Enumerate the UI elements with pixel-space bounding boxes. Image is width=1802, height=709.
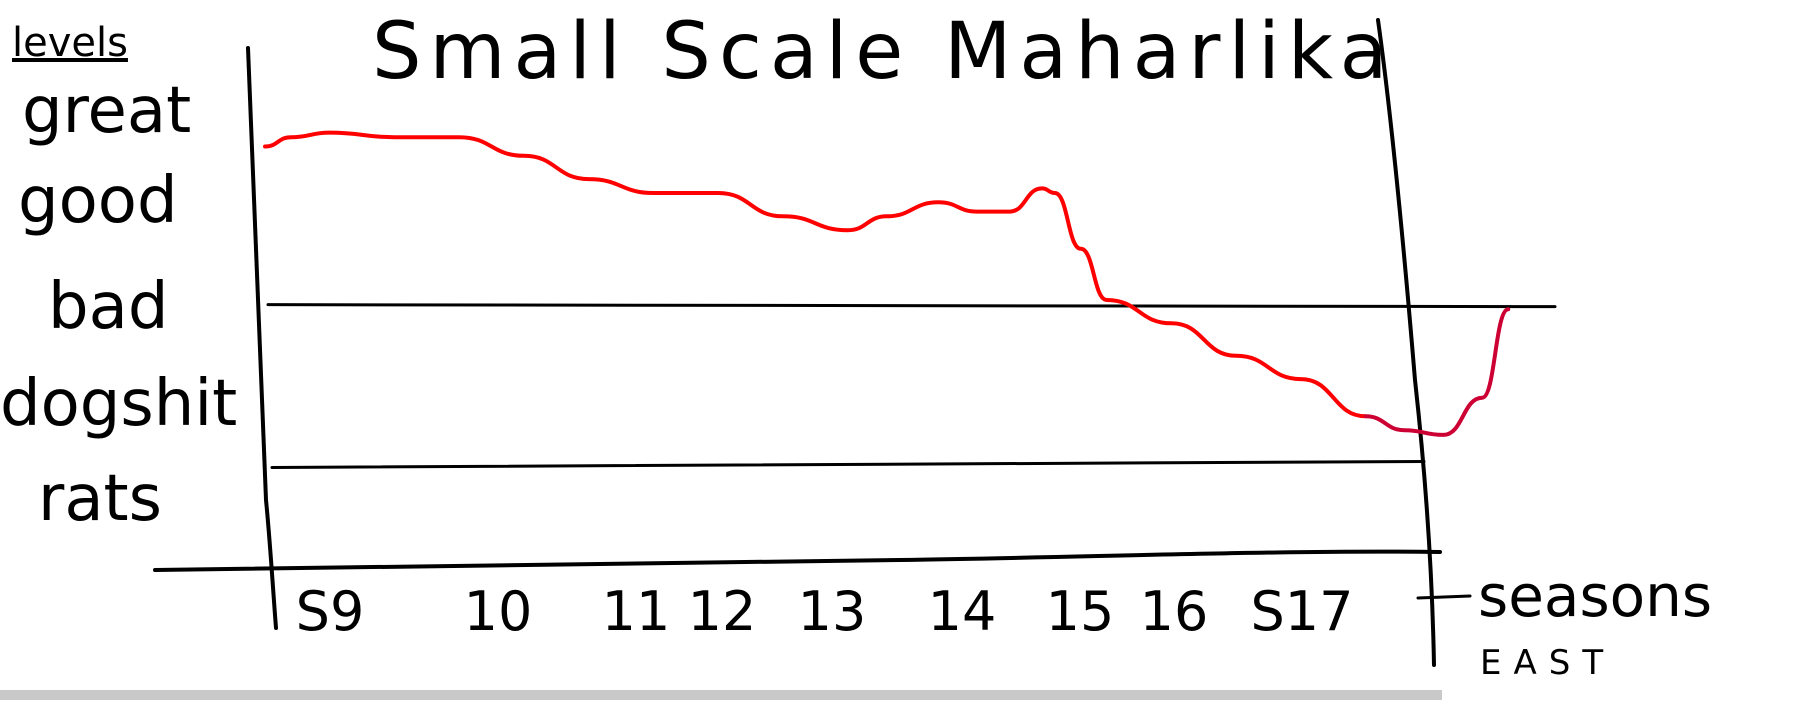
y-level-label-great: great [22, 74, 191, 148]
season-tick-mark [1416, 594, 1472, 600]
x-tick-label-14: 14 [928, 580, 997, 643]
x-tick-label-10: 10 [464, 580, 533, 643]
x-tick-label-S17: S17 [1251, 580, 1354, 643]
x-tick-label-S9: S9 [296, 580, 365, 643]
reference-line-1 [266, 303, 1557, 309]
x-axis-label: seasons [1478, 562, 1712, 630]
y-axis-line [246, 46, 278, 630]
x-tick-labels: S9 10 11 12 13 14 15 16 S17 [296, 580, 1354, 643]
x-tick-label-12: 12 [688, 580, 757, 643]
reference-lines [266, 303, 1557, 469]
series-line-1 [263, 130, 1368, 419]
right-border-line [1376, 18, 1436, 667]
x-tick-label-11: 11 [602, 580, 671, 643]
y-level-labels: great good bad dogshit rats [0, 74, 237, 536]
x-tick-label-16: 16 [1140, 580, 1209, 643]
series-line-2 [1363, 307, 1511, 437]
y-level-label-rats: rats [38, 462, 162, 536]
y-level-label-good: good [18, 164, 178, 238]
series-group [263, 130, 1511, 437]
x-axis-line [153, 549, 1442, 572]
y-level-label-bad: bad [48, 270, 168, 344]
chart-title: Small Scale Maharlika [372, 7, 1395, 97]
y-axis-label: levels [12, 20, 128, 66]
axes [153, 18, 1472, 667]
east-annotation: EAST [1480, 643, 1615, 683]
y-level-label-dogshit: dogshit [0, 367, 237, 441]
x-tick-label-13: 13 [798, 580, 867, 643]
x-tick-label-15: 15 [1046, 580, 1115, 643]
reference-line-2 [270, 459, 1426, 469]
bottom-scrollbar[interactable] [0, 690, 1442, 700]
